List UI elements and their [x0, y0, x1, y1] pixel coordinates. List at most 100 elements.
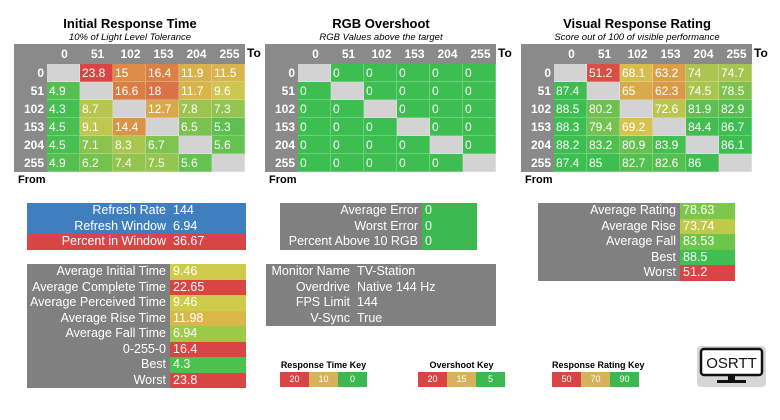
stat-row: Percent in Window 36.67 [27, 234, 246, 250]
column-header: 204 [186, 47, 207, 61]
matrix-cell: 4.9 [47, 82, 80, 100]
corner [265, 44, 298, 64]
stat-value: 4.3 [170, 357, 246, 373]
matrix-cell: 85 [587, 154, 620, 172]
key-swatch: 90 [610, 372, 639, 387]
empty-cell [80, 82, 113, 100]
to-label: To [498, 46, 512, 60]
key-swatch: 0 [338, 372, 367, 387]
stat-label: Best [650, 249, 676, 264]
stat-value: True [357, 310, 383, 325]
stat-row: Average Fall Time 6.94 [27, 326, 246, 342]
key-swatch: 20 [418, 372, 447, 387]
matrix-cell: 4.3 [47, 100, 80, 118]
from-label: From [525, 174, 553, 186]
matrix-cell: 88.2 [554, 136, 587, 154]
matrix-cell: 81.9 [686, 100, 719, 118]
column-header: 51 [341, 47, 356, 61]
stat-label: Best [140, 357, 166, 371]
stat-row: Average Complete Time 22.65 [27, 279, 246, 295]
matrix-cell: 7.3 [212, 100, 245, 118]
matrix-cell: 0 [298, 136, 331, 154]
column-header: 102 [627, 47, 648, 61]
row-header: 255 [530, 156, 551, 170]
matrix-cell: 0 [298, 118, 331, 136]
empty-cell [430, 136, 463, 154]
refresh-box: Refresh Rate 144 Refresh Window 6.94 Percent… [27, 203, 246, 250]
matrix-cell: 4.5 [47, 136, 80, 154]
svg-text:OSRTT: OSRTT [706, 355, 757, 372]
key-swatch: 70 [581, 372, 610, 387]
matrix-cell: 5.6 [212, 136, 245, 154]
matrix-cell: 11.5 [212, 64, 245, 82]
matrix-cell: 0 [298, 82, 331, 100]
matrix-cell: 18 [146, 82, 179, 100]
matrix-cell: 5.3 [212, 118, 245, 136]
matrix-cell: 87.4 [554, 154, 587, 172]
matrix-cell: 86.1 [719, 136, 752, 154]
to-label: To [247, 46, 261, 60]
column-header: 255 [470, 47, 491, 61]
column-header: 0 [568, 47, 575, 61]
key-swatch: 10 [309, 372, 338, 387]
matrix-cell: 0 [331, 118, 364, 136]
matrix-cell: 82.9 [719, 100, 752, 118]
stat-label: Worst [133, 372, 166, 387]
matrix-cell: 0 [397, 100, 430, 118]
column-header: 255 [219, 47, 240, 61]
stat-label: Average Fall Time [65, 326, 166, 340]
stat-label: Average Rating [590, 203, 676, 217]
row-header: 0 [288, 66, 295, 80]
stat-value: 0 [422, 234, 477, 250]
stat-value: TV-Station [357, 264, 416, 278]
matrix-cell: 72.6 [653, 100, 686, 118]
matrix-cell: 74.7 [719, 64, 752, 82]
matrix-cell: 6.7 [146, 136, 179, 154]
stat-label: 0-255-0 [122, 341, 166, 356]
column-header: 153 [153, 47, 174, 61]
stat-row: Best 4.3 [27, 357, 246, 373]
stat-row: V-Sync True [266, 311, 496, 327]
matrix-cell: 8.3 [113, 136, 146, 154]
matrix-cell: 86 [686, 154, 719, 172]
empty-cell [179, 136, 212, 154]
matrix-cell: 16.4 [146, 64, 179, 82]
row-header: 102 [274, 102, 295, 116]
matrix-cell: 62.3 [653, 82, 686, 100]
matrix-cell: 0 [397, 136, 430, 154]
matrix-cell: 0 [298, 154, 331, 172]
stat-label: Worst Error [354, 218, 418, 233]
key-title: Response Time Key [280, 360, 367, 370]
osrtt-logo: OSRTT [697, 346, 766, 387]
matrix-cell: 0 [430, 64, 463, 82]
empty-cell [364, 100, 397, 118]
stat-value: 16.4 [170, 341, 246, 357]
matrix-cell: 7.8 [179, 100, 212, 118]
stat-label: Refresh Rate [27, 203, 170, 219]
matrix-cell: 4.9 [47, 154, 80, 172]
matrix-cell: 0 [331, 136, 364, 154]
stat-label: Average Complete Time [32, 279, 166, 294]
stat-row: Average Initial Time 9.46 [27, 264, 246, 280]
matrix-cell: 0 [331, 154, 364, 172]
matrix-cell: 0 [430, 154, 463, 172]
matrix-cell: 0 [397, 82, 430, 100]
row-header: 102 [530, 102, 551, 116]
response-matrix: 0 51 102 153 204 255 0 23.8 15 16.4 11.9 11.5 51 4.9 1… [14, 44, 245, 172]
matrix-cell: 0 [397, 64, 430, 82]
key-title: Response Rating Key [552, 360, 645, 370]
stat-value: 0 [422, 203, 477, 219]
overshoot-error-box: Average Error 0 Worst Error 0 Percent Above … [280, 203, 477, 250]
matrix-title: Initial Response Time [63, 16, 197, 31]
column-header: 51 [597, 47, 612, 61]
stat-row: Worst Error 0 [280, 218, 477, 234]
empty-cell [653, 118, 686, 136]
row-header: 153 [23, 120, 44, 134]
stat-row: 0-255-0 16.4 [27, 341, 246, 357]
column-header: 51 [90, 47, 105, 61]
stat-value: 73.74 [680, 218, 735, 234]
matrix-cell: 84.4 [686, 118, 719, 136]
matrix-cell: 82.6 [653, 154, 686, 172]
corner [14, 44, 47, 64]
column-header: 153 [404, 47, 425, 61]
